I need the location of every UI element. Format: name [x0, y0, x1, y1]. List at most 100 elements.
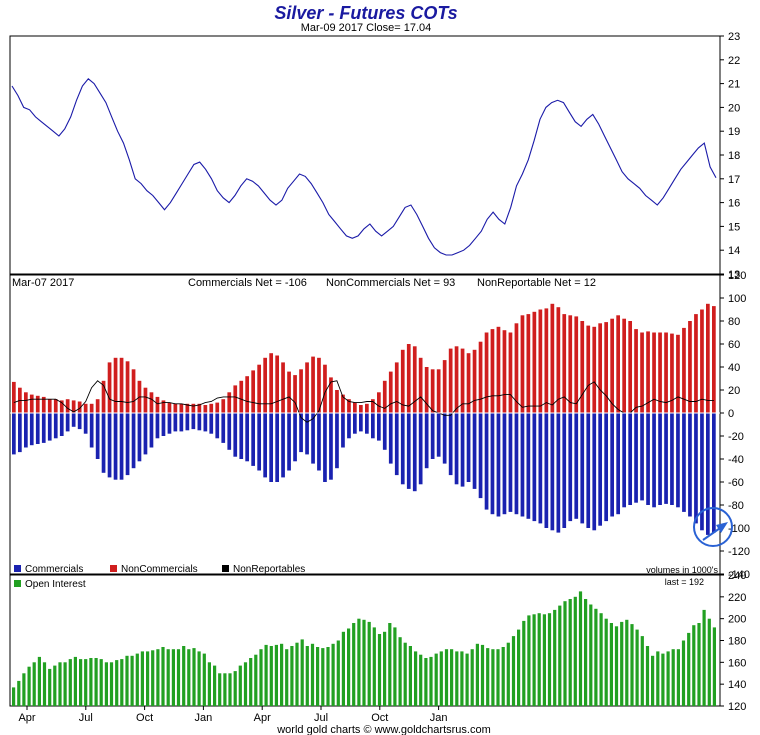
commercials-bar	[574, 413, 579, 519]
noncommercials-bar	[664, 332, 668, 413]
cot-axis: -140 -120 -100 -80 -60 -40 -20 0 20 40 60 80 100 120	[720, 270, 750, 581]
open-interest-bar	[22, 673, 26, 707]
noncommercials-bar	[586, 325, 591, 413]
legend-nonreportables-swatch	[222, 565, 229, 572]
commercials-bar	[89, 413, 94, 448]
noncommercials-bar	[514, 323, 519, 413]
oi-tick-label: 180	[728, 636, 746, 648]
noncommercials-bar	[227, 392, 232, 413]
open-interest-bar	[166, 649, 170, 706]
open-interest-bar	[321, 648, 325, 706]
noncommercials-bar	[41, 396, 46, 413]
open-interest-bar	[326, 647, 330, 706]
open-interest-bar	[465, 653, 469, 706]
chart-title: Silver - Futures COTs	[274, 3, 457, 23]
noncommercials-bar	[676, 334, 680, 413]
commercials-bar	[233, 413, 238, 457]
commercials-bar	[634, 413, 638, 503]
commercials-bar	[538, 413, 543, 524]
open-interest-bar	[707, 618, 711, 706]
commercials-bar	[556, 413, 561, 533]
open-interest-bar	[285, 649, 289, 706]
commercials-bar	[508, 413, 513, 512]
open-interest-bar	[243, 662, 248, 706]
commercials-bar	[113, 413, 118, 480]
open-interest-bar	[347, 628, 351, 706]
open-interest-bar	[666, 651, 670, 706]
commercials-bar	[191, 413, 196, 430]
price-tick-label: 15	[728, 221, 740, 233]
commercials-bar	[155, 413, 160, 439]
noncommercials-bar	[490, 329, 495, 413]
commercials-bar	[598, 413, 603, 526]
cot-tick-label: 120	[728, 270, 746, 282]
open-interest-bar	[161, 647, 165, 706]
noncommercials-bar	[454, 346, 459, 413]
open-interest-bar	[135, 653, 139, 706]
oi-tick-label: 160	[728, 657, 746, 669]
commercials-bar	[203, 413, 208, 432]
commercials-bar	[448, 413, 453, 476]
noncommercials-bar	[442, 360, 447, 413]
open-interest-bar	[238, 665, 242, 706]
noncommercials-bar	[125, 361, 130, 414]
commercials-bar	[365, 413, 369, 434]
commercials-bar	[604, 413, 609, 522]
x-tick-label: Oct	[136, 712, 153, 724]
commercials-bar	[65, 413, 70, 432]
legend-noncommercials: NonCommercials	[121, 564, 198, 575]
commercials-bar	[185, 413, 190, 431]
x-tick-label: Apr	[254, 712, 271, 724]
commercials-bar	[77, 413, 82, 430]
noncommercials-bar	[65, 399, 70, 413]
commercials-bar	[24, 413, 28, 448]
open-interest-bar	[599, 613, 603, 706]
noncommercials-bar	[161, 400, 166, 413]
noncommercials-bar	[562, 314, 567, 413]
open-interest-bar	[269, 646, 273, 706]
commercials-bar	[41, 413, 46, 443]
open-interest-axis: 120 140 160 180 200 220 240	[720, 570, 746, 713]
open-interest-bar	[692, 625, 696, 706]
commercials-bar	[311, 413, 315, 464]
commercials-bar	[394, 413, 399, 476]
open-interest-bar	[228, 673, 232, 707]
cot-tick-label: 40	[728, 362, 740, 374]
open-interest-bar	[58, 662, 62, 706]
oi-tick-label: 120	[728, 701, 746, 713]
noncommercials-bar	[131, 369, 136, 413]
commercials-bar	[299, 413, 303, 453]
noncommercials-bar	[263, 357, 268, 413]
legend-noncommercials-swatch	[110, 565, 117, 572]
noncommercials-bar	[484, 332, 489, 413]
commercials-bar	[652, 413, 656, 508]
open-interest-bar	[429, 656, 433, 706]
open-interest-bar	[578, 591, 583, 706]
open-interest-bar	[444, 649, 449, 706]
commercials-bar	[688, 413, 692, 517]
open-interest-bar	[697, 623, 701, 706]
open-interest-bar	[171, 649, 175, 706]
open-interest-bar	[280, 643, 284, 706]
commercials-bar	[359, 413, 363, 432]
noncommercials-bar	[53, 399, 58, 413]
commercials-bar	[520, 413, 525, 517]
commercials-bar	[245, 413, 250, 462]
noncommercials-bar	[275, 355, 280, 413]
commercials-bar	[269, 413, 274, 482]
legend-open-interest-swatch	[14, 580, 21, 587]
noncommercials-bar	[113, 357, 118, 413]
noncommercials-bar	[77, 401, 82, 413]
legend-commercials: Commercials	[25, 564, 83, 575]
open-interest-bar	[63, 662, 67, 706]
noncommercials-bar	[281, 362, 285, 413]
commercials-bar	[712, 413, 716, 533]
noncommercials-bar	[257, 364, 262, 413]
commercials-bar	[305, 413, 309, 455]
open-interest-bar	[491, 649, 495, 706]
open-interest-bar	[486, 648, 490, 706]
noncommercials-bar	[203, 405, 208, 413]
open-interest-bar	[563, 601, 567, 706]
open-interest-bar	[290, 646, 294, 706]
open-interest-bar	[73, 656, 77, 706]
